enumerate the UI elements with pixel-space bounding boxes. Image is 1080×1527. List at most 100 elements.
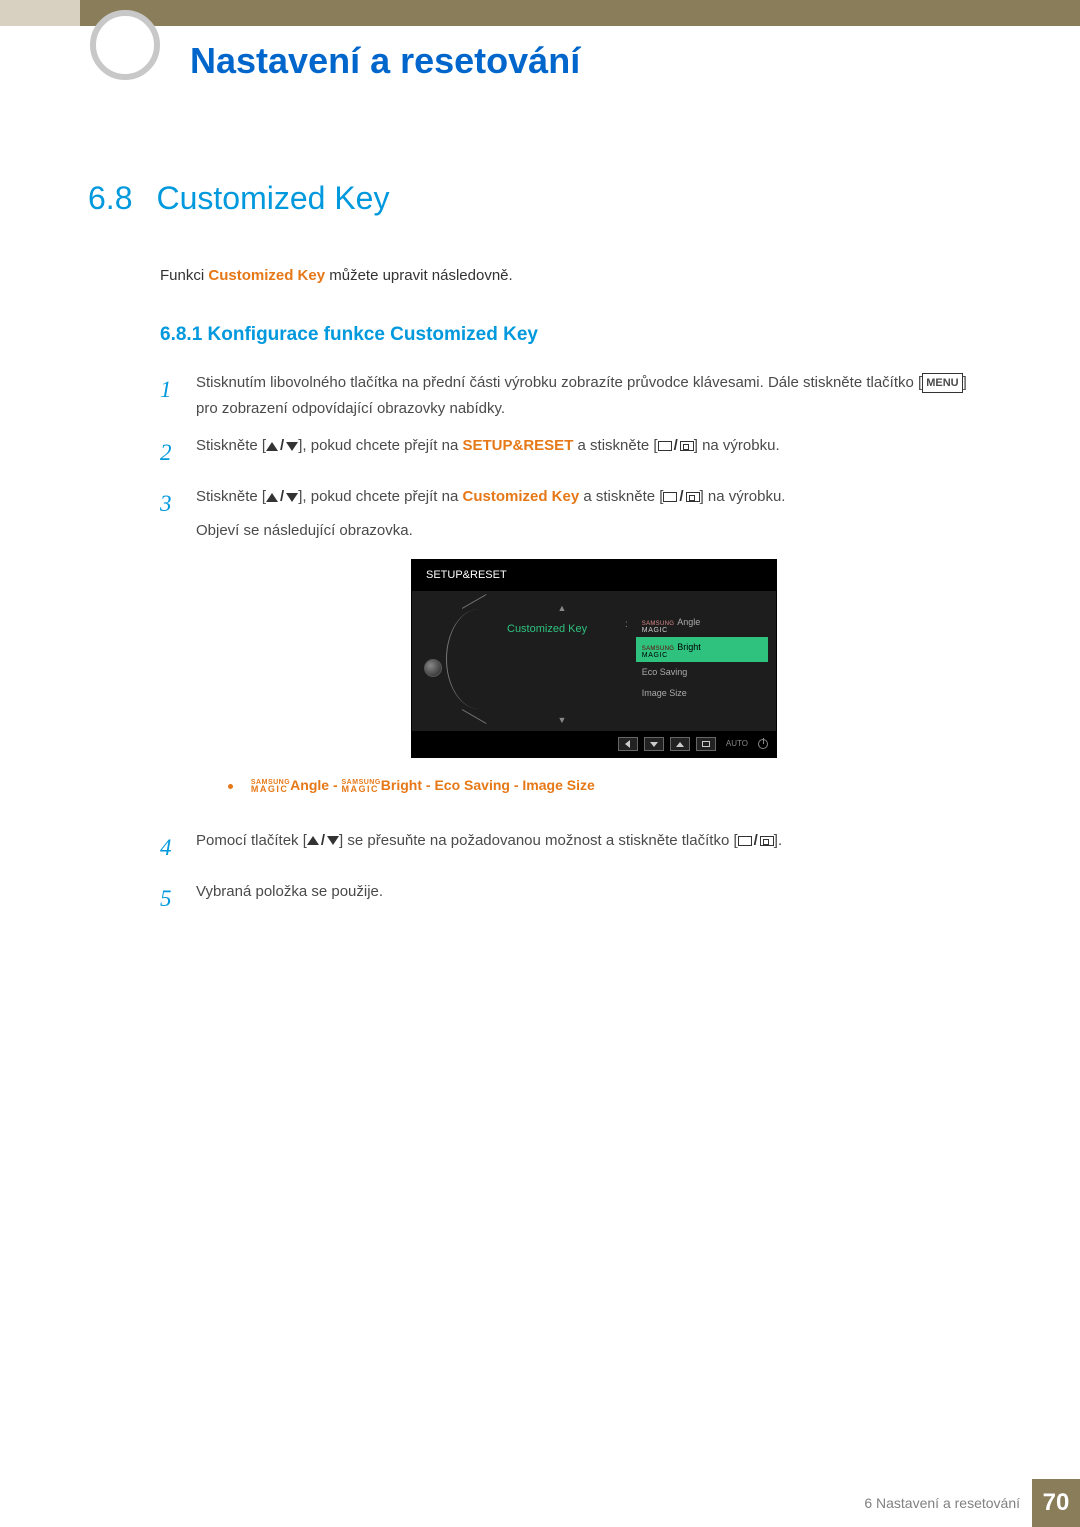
chapter-title: Nastavení a resetování bbox=[190, 40, 580, 82]
osd-title: SETUP&RESET bbox=[412, 560, 776, 591]
text: ], pokud chcete přejít na bbox=[298, 437, 462, 454]
intro-post: můžete upravit následovně. bbox=[325, 267, 513, 284]
slash: / bbox=[674, 433, 678, 459]
text: Objeví se následující obrazovka. bbox=[196, 518, 992, 544]
text: ], pokud chcete přejít na bbox=[298, 488, 462, 505]
footer-text: 6 Nastavení a resetování bbox=[864, 1495, 1020, 1511]
slash: / bbox=[754, 828, 758, 854]
osd-nav-bar: AUTO bbox=[412, 731, 776, 757]
osd-option-image-size: Image Size bbox=[636, 683, 768, 704]
step-1: 1 Stisknutím libovolného tlačítka na pře… bbox=[160, 370, 992, 421]
text: a stiskněte [ bbox=[579, 488, 663, 505]
slash: / bbox=[280, 433, 284, 459]
osd-option-angle: SAMSUNG MAGIC Angle bbox=[636, 612, 768, 637]
osd-screenshot: SETUP&RESET ▲ Customized Key ▼ bbox=[411, 559, 777, 758]
osd-left bbox=[412, 591, 467, 731]
option-text: Angle bbox=[677, 615, 700, 630]
step-body: Stiskněte [ / ], pokud chcete přejít na SE… bbox=[196, 433, 992, 472]
magic-label: MAGIC bbox=[642, 652, 674, 659]
step-2: 2 Stiskněte [ / ], pokud chcete přejít na … bbox=[160, 433, 992, 472]
option-text: Bright bbox=[677, 640, 701, 655]
osd-main: ▲ Customized Key ▼ : SAMSUNG MA bbox=[467, 591, 776, 731]
text: MAGIC bbox=[251, 786, 290, 794]
samsung-magic-label: SAMSUNGMAGIC bbox=[251, 780, 290, 794]
osd-option-eco: Eco Saving bbox=[636, 662, 768, 683]
step-body: Vybraná položka se použije. bbox=[196, 879, 992, 918]
menu-icon: MENU bbox=[922, 373, 962, 394]
text: Stisknutím libovolného tlačítka na předn… bbox=[196, 374, 922, 391]
angle-option: Angle bbox=[290, 777, 329, 793]
section-title: Customized Key bbox=[156, 180, 389, 217]
section-number: 6.8 bbox=[88, 180, 132, 217]
step-number: 4 bbox=[160, 828, 178, 867]
intro-key: Customized Key bbox=[208, 267, 325, 284]
text: ] na výrobku. bbox=[700, 488, 786, 505]
section-heading: 6.8 Customized Key bbox=[88, 180, 992, 217]
caret-down-icon: ▼ bbox=[507, 713, 617, 728]
colon: : bbox=[625, 601, 628, 727]
eco-option: Eco Saving bbox=[434, 777, 509, 793]
down-icon bbox=[286, 442, 298, 451]
customized-key: Customized Key bbox=[463, 488, 580, 505]
slash: / bbox=[280, 484, 284, 510]
text: ] se přesuňte na požadovanou možnost a s… bbox=[339, 832, 738, 849]
magic-label: MAGIC bbox=[642, 627, 674, 634]
arc-icon bbox=[446, 609, 490, 709]
intro-pre: Funkci bbox=[160, 267, 208, 284]
step-body: Stisknutím libovolného tlačítka na předn… bbox=[196, 370, 992, 421]
header-bar bbox=[0, 0, 1080, 26]
caret-up-icon: ▲ bbox=[507, 601, 617, 616]
osd-option-bright-selected: SAMSUNG MAGIC Bright bbox=[636, 637, 768, 662]
sep: - bbox=[422, 777, 434, 793]
page-content: 6.8 Customized Key Funkci Customized Key… bbox=[88, 180, 992, 930]
bright-option: Bright bbox=[381, 777, 422, 793]
enter-icon bbox=[686, 492, 700, 502]
knob-icon bbox=[424, 659, 442, 677]
chapter-icon bbox=[90, 10, 160, 80]
nav-left-icon bbox=[618, 737, 638, 751]
text: a stiskněte [ bbox=[573, 437, 657, 454]
nav-up-icon bbox=[670, 737, 690, 751]
sep: - bbox=[329, 777, 341, 793]
setup-reset-key: SETUP&RESET bbox=[463, 437, 574, 454]
bullet-icon bbox=[228, 784, 233, 789]
step-number: 2 bbox=[160, 433, 178, 472]
page-number: 70 bbox=[1032, 1479, 1080, 1527]
text: Stiskněte [ bbox=[196, 488, 266, 505]
sep: - bbox=[510, 777, 522, 793]
power-icon bbox=[758, 739, 768, 749]
up-icon bbox=[307, 836, 319, 845]
osd-right-col: SAMSUNG MAGIC Angle SAMSUNG MAGIC bbox=[636, 601, 768, 727]
subsection-heading: 6.8.1 Konfigurace funkce Customized Key bbox=[160, 324, 992, 346]
steps-list: 1 Stisknutím libovolného tlačítka na pře… bbox=[160, 370, 992, 918]
step-body: Pomocí tlačítek [ / ] se přesuňte na požad… bbox=[196, 828, 992, 867]
text: Pomocí tlačítek [ bbox=[196, 832, 307, 849]
osd-left-col: ▲ Customized Key ▼ bbox=[507, 601, 617, 727]
up-icon bbox=[266, 442, 278, 451]
image-size-option: Image Size bbox=[522, 777, 594, 793]
step-number: 1 bbox=[160, 370, 178, 421]
samsung-magic-label: SAMSUNGMAGIC bbox=[342, 780, 381, 794]
step-body: Stiskněte [ / ], pokud chcete přejít na Cu… bbox=[196, 484, 992, 816]
rect-icon bbox=[738, 836, 752, 846]
intro-text: Funkci Customized Key můžete upravit nás… bbox=[160, 267, 992, 284]
down-icon bbox=[286, 493, 298, 502]
down-icon bbox=[327, 836, 339, 845]
text: MAGIC bbox=[342, 786, 381, 794]
step-number: 3 bbox=[160, 484, 178, 816]
rect-icon bbox=[663, 492, 677, 502]
text: ]. bbox=[774, 832, 782, 849]
osd-label: Customized Key bbox=[507, 616, 617, 643]
text: Stiskněte [ bbox=[196, 437, 266, 454]
up-icon bbox=[266, 493, 278, 502]
step-number: 5 bbox=[160, 879, 178, 918]
options-bullet: SAMSUNGMAGICAngle - SAMSUNGMAGICBright -… bbox=[228, 774, 992, 798]
enter-icon bbox=[760, 836, 774, 846]
step-5: 5 Vybraná položka se použije. bbox=[160, 879, 992, 918]
slash: / bbox=[321, 828, 325, 854]
step-4: 4 Pomocí tlačítek [ / ] se přesuňte na pož… bbox=[160, 828, 992, 867]
nav-source-icon bbox=[696, 737, 716, 751]
osd-body: ▲ Customized Key ▼ : SAMSUNG MA bbox=[412, 591, 776, 731]
enter-icon bbox=[680, 441, 694, 451]
page-footer: 6 Nastavení a resetování 70 bbox=[0, 1479, 1080, 1527]
